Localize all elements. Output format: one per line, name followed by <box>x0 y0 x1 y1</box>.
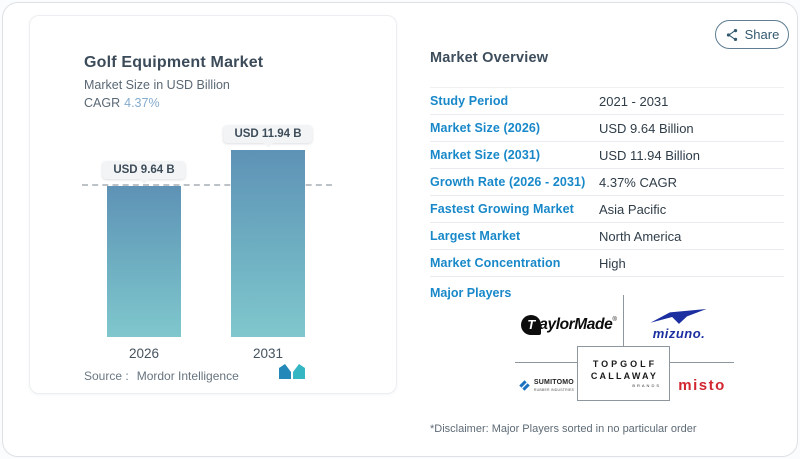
share-button[interactable]: Share <box>715 20 789 49</box>
x-axis-label-2026: 2026 <box>128 346 160 361</box>
sumitomo-diamond-icon <box>519 380 530 391</box>
row-label: Market Concentration <box>430 256 561 270</box>
source-attribution: Source : Mordor Intelligence <box>84 369 239 383</box>
grid-divider-horizontal-right <box>670 362 734 363</box>
brands-subtext: BRANDS <box>632 383 661 388</box>
table-row-market-concentration: Market Concentration High <box>430 250 784 277</box>
source-value: Mordor Intelligence <box>136 369 239 383</box>
row-value: 2021 - 2031 <box>599 93 669 109</box>
chart-subtitle: Market Size in USD Billion <box>84 78 230 92</box>
logo-misto: misto <box>670 363 734 408</box>
row-label: Growth Rate (2026 - 2031) <box>430 175 586 189</box>
bar-2031 <box>231 149 305 337</box>
row-label: Study Period <box>430 94 509 108</box>
disclaimer-text: *Disclaimer: Major Players sorted in no … <box>430 423 697 435</box>
row-value: High <box>599 255 626 271</box>
sumitomo-subtext: RUBBER INDUSTRIES <box>533 387 575 392</box>
row-label: Market Size (2026) <box>430 121 541 135</box>
x-axis-label-2031: 2031 <box>252 346 284 361</box>
table-row-market-size-2031: Market Size (2031) USD 11.94 Billion <box>430 142 784 169</box>
mordor-intelligence-logo-icon <box>279 364 305 379</box>
row-label: Fastest Growing Market <box>430 202 574 216</box>
table-row-largest-market: Largest Market North America <box>430 223 784 250</box>
misto-wordmark: misto <box>678 377 726 394</box>
share-icon <box>726 28 737 41</box>
table-row-market-size-2026: Market Size (2026) USD 9.64 Billion <box>430 115 784 142</box>
major-players-label: Major Players <box>430 286 512 300</box>
taylormade-t-icon: T <box>521 315 542 335</box>
logo-mizuno: mizuno. <box>624 295 734 355</box>
row-label: Market Size (2031) <box>430 148 541 162</box>
share-button-label: Share <box>744 27 780 42</box>
bar-value-label-2026: USD 9.64 B <box>102 160 186 179</box>
logo-topgolf-callaway: TOPGOLF CALLAWAY BRANDS <box>577 346 670 401</box>
grid-divider-vertical <box>623 295 624 346</box>
source-label: Source : <box>84 369 129 383</box>
row-value: USD 11.94 Billion <box>599 147 700 163</box>
registered-mark: ® <box>612 317 617 323</box>
overview-heading: Market Overview <box>430 50 549 66</box>
row-value: 4.37% CAGR <box>599 174 678 190</box>
topgolf-wordmark: TOPGOLF <box>592 359 658 369</box>
chart-panel: Golf Equipment Market Market Size in USD… <box>29 15 397 394</box>
bar-chart: USD 9.64 B USD 11.94 B 2026 2031 <box>30 16 396 393</box>
table-row-growth-rate: Growth Rate (2026 - 2031) 4.37% CAGR <box>430 169 784 196</box>
row-value: Asia Pacific <box>599 201 667 217</box>
row-label: Largest Market <box>430 229 521 243</box>
chart-title: Golf Equipment Market <box>84 54 264 71</box>
table-row-fastest-growing-market: Fastest Growing Market Asia Pacific <box>430 196 784 223</box>
cagr-label: CAGR <box>84 96 121 110</box>
row-value: North America <box>599 228 682 244</box>
taylormade-wordmark: aylorMade <box>539 316 613 333</box>
overview-table: Study Period 2021 - 2031 Market Size (20… <box>430 87 784 277</box>
reference-dashed-line <box>82 183 332 186</box>
table-row-study-period: Study Period 2021 - 2031 <box>430 88 784 115</box>
cagr-value: 4.37% <box>124 96 160 110</box>
mizuno-wordmark: mizuno. <box>652 326 706 341</box>
row-value: USD 9.64 Billion <box>599 120 694 136</box>
mizuno-runbird-icon <box>650 309 707 324</box>
logo-sumitomo: SUMITOMO RUBBER INDUSTRIES <box>515 363 577 408</box>
callaway-wordmark: CALLAWAY <box>590 371 659 381</box>
bar-2026 <box>107 185 181 337</box>
grid-divider-horizontal-left <box>515 362 577 363</box>
bar-value-label-2031: USD 11.94 B <box>223 124 313 143</box>
chart-cagr-line: CAGR 4.37% <box>84 96 160 110</box>
sumitomo-wordmark: SUMITOMO <box>533 379 574 387</box>
